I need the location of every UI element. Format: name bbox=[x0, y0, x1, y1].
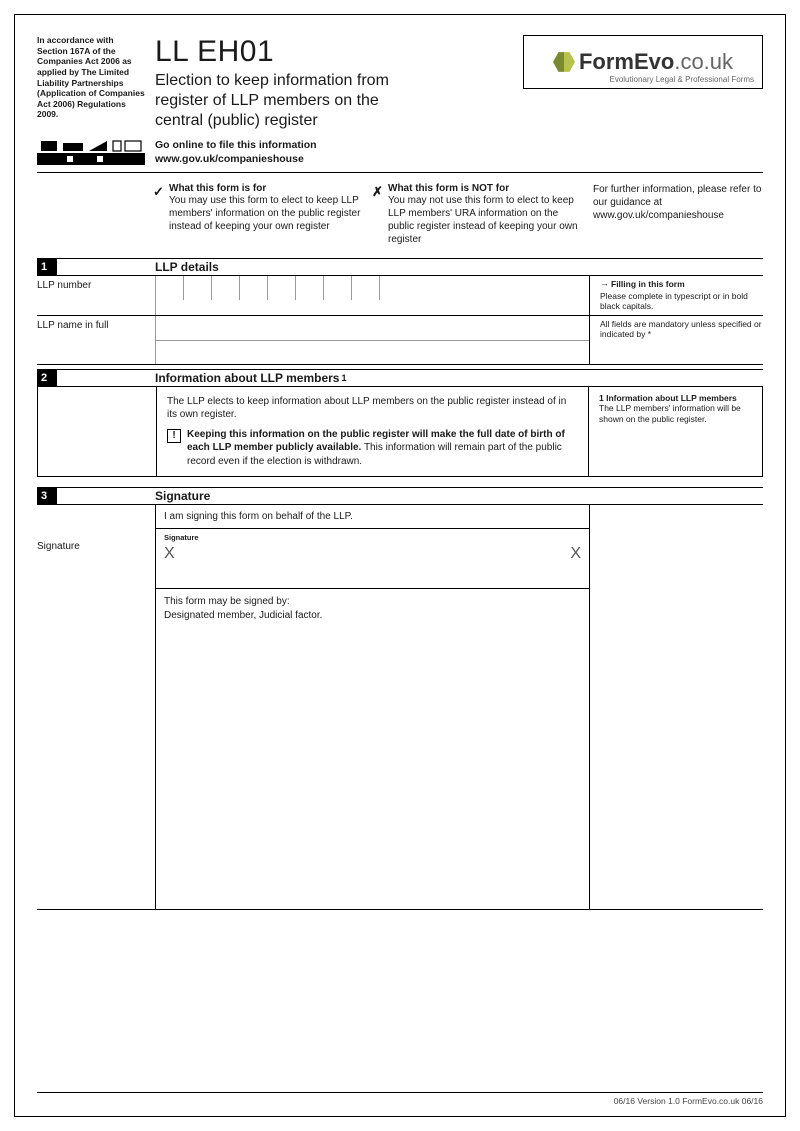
usage-not: ✗ What this form is NOT for You may not … bbox=[374, 183, 583, 246]
ref-icon: 1 bbox=[341, 373, 346, 383]
char-cell[interactable] bbox=[240, 276, 268, 300]
usage-for-head: What this form is for bbox=[169, 183, 364, 194]
section-3-title: Signature bbox=[155, 488, 210, 504]
section-2-side: 1 Information about LLP members The LLP … bbox=[588, 387, 762, 477]
online-line1: Go online to file this information bbox=[155, 139, 317, 153]
check-icon: ✓ bbox=[153, 184, 164, 200]
llp-name-label: LLP name in full bbox=[37, 316, 155, 364]
usage-further: For further information, please refer to… bbox=[593, 183, 763, 246]
usage-for-body: You may use this form to elect to keep L… bbox=[169, 194, 364, 233]
llp-number-input[interactable] bbox=[155, 276, 589, 315]
logo-tagline: Evolutionary Legal & Professional Forms bbox=[609, 75, 754, 84]
form-title: Election to keep information from regist… bbox=[155, 71, 425, 131]
section-1-num: 1 bbox=[37, 259, 57, 275]
signature-label: Signature bbox=[37, 505, 155, 909]
who-body: Designated member, Judicial factor. bbox=[164, 609, 581, 623]
online-line2: www.gov.uk/companieshouse bbox=[155, 153, 317, 167]
filling-body1: Please complete in typescript or in bold… bbox=[600, 291, 763, 312]
filling-head: Filling in this form bbox=[611, 279, 685, 289]
page: In accordance with Section 167A of the C… bbox=[14, 14, 786, 1117]
footer: 06/16 Version 1.0 FormEvo.co.uk 06/16 bbox=[37, 1092, 763, 1106]
logo: FormEvo.co.uk Evolutionary Legal & Profe… bbox=[523, 35, 763, 89]
hexagon-icon bbox=[553, 51, 575, 73]
usage-not-head: What this form is NOT for bbox=[388, 183, 583, 194]
cross-icon: ✗ bbox=[372, 184, 383, 200]
signature-main: I am signing this form on behalf of the … bbox=[155, 505, 589, 909]
x-mark-left-icon: X bbox=[164, 545, 175, 563]
s2-side-head: Information about LLP members bbox=[606, 393, 737, 403]
usage-row: ✓ What this form is for You may use this… bbox=[37, 183, 763, 246]
s2-lead: The LLP elects to keep information about… bbox=[167, 395, 578, 422]
regulation-note: In accordance with Section 167A of the C… bbox=[37, 35, 145, 131]
x-mark-right-icon: X bbox=[570, 545, 581, 563]
header: In accordance with Section 167A of the C… bbox=[37, 35, 763, 131]
who-head: This form may be signed by: bbox=[164, 595, 581, 609]
section-2-main: The LLP elects to keep information about… bbox=[156, 387, 588, 477]
usage-for: ✓ What this form is for You may use this… bbox=[155, 183, 364, 246]
signature-who: This form may be signed by: Designated m… bbox=[156, 589, 589, 909]
section-3-bar: 3 Signature bbox=[37, 487, 763, 505]
char-cell[interactable] bbox=[156, 276, 184, 300]
section-3-num: 3 bbox=[37, 488, 57, 504]
section-2-bar: 2 Information about LLP members1 bbox=[37, 369, 763, 387]
barcode-icon bbox=[37, 139, 145, 165]
logo-text: FormEvo.co.uk bbox=[579, 49, 733, 75]
char-cell[interactable] bbox=[324, 276, 352, 300]
online-text: Go online to file this information www.g… bbox=[155, 139, 317, 166]
usage-not-body: You may not use this form to elect to ke… bbox=[388, 194, 583, 246]
signature-side bbox=[589, 505, 763, 909]
form-code: LL EH01 bbox=[155, 35, 513, 69]
online-row: Go online to file this information www.g… bbox=[37, 139, 763, 173]
filling-note2: All fields are mandatory unless specifie… bbox=[589, 316, 763, 364]
title-column: LL EH01 Election to keep information fro… bbox=[155, 35, 513, 131]
section-2-title: Information about LLP members1 bbox=[155, 370, 346, 386]
signature-box[interactable]: Signature X X bbox=[156, 529, 589, 589]
char-cell[interactable] bbox=[184, 276, 212, 300]
char-cell[interactable] bbox=[212, 276, 240, 300]
signature-intro: I am signing this form on behalf of the … bbox=[156, 505, 589, 529]
filling-note: →Filling in this form Please complete in… bbox=[589, 276, 763, 315]
section-2-body: The LLP elects to keep information about… bbox=[37, 387, 763, 478]
signature-box-label: Signature bbox=[164, 533, 581, 542]
s2-side-ref: 1 bbox=[599, 393, 604, 403]
llp-name-input[interactable] bbox=[155, 316, 589, 364]
arrow-icon: → bbox=[600, 278, 609, 289]
char-cell[interactable] bbox=[268, 276, 296, 300]
section-2-num: 2 bbox=[37, 370, 57, 386]
char-cell[interactable] bbox=[296, 276, 324, 300]
llp-name-row: LLP name in full All fields are mandator… bbox=[37, 316, 763, 365]
llp-number-label: LLP number bbox=[37, 276, 155, 315]
s2-warning: ! Keeping this information on the public… bbox=[167, 428, 578, 469]
section-1-title: LLP details bbox=[155, 259, 219, 275]
warning-icon: ! bbox=[167, 429, 181, 443]
s2-side-body: The LLP members' information will be sho… bbox=[599, 403, 756, 424]
section-1-bar: 1 LLP details bbox=[37, 258, 763, 276]
llp-number-row: LLP number →Filling in this form Please … bbox=[37, 276, 763, 316]
signature-section: Signature I am signing this form on beha… bbox=[37, 505, 763, 910]
char-cell[interactable] bbox=[352, 276, 380, 300]
s2-warn-text: Keeping this information on the public r… bbox=[187, 428, 578, 469]
